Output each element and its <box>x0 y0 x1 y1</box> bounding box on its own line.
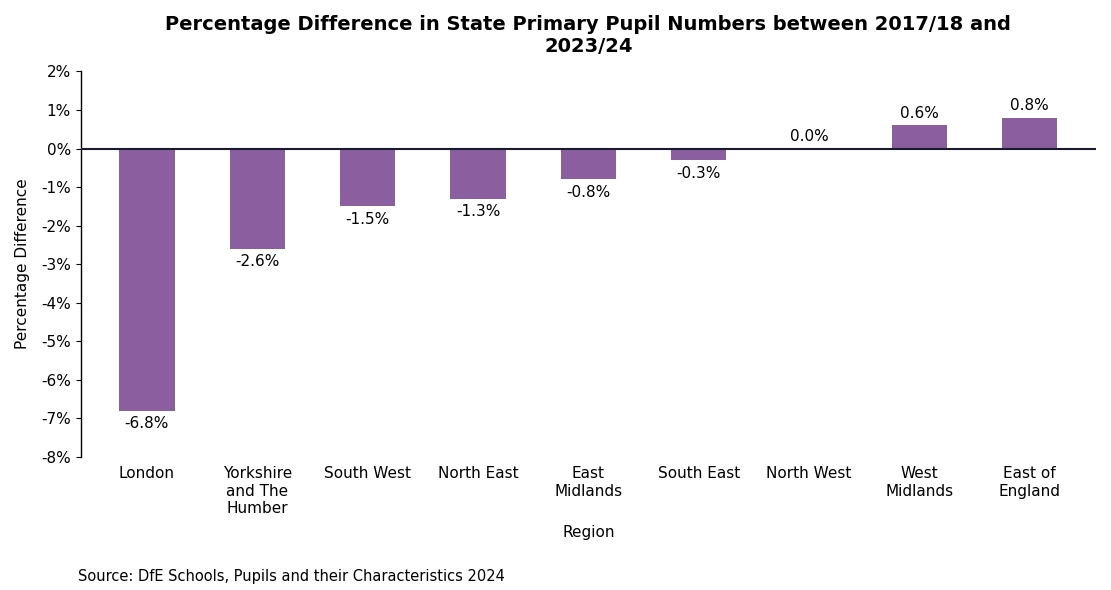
Y-axis label: Percentage Difference: Percentage Difference <box>16 179 30 349</box>
Bar <box>561 149 615 179</box>
Text: -0.8%: -0.8% <box>567 185 610 200</box>
Text: 0.6%: 0.6% <box>900 106 939 121</box>
Bar <box>671 149 727 160</box>
Text: -6.8%: -6.8% <box>124 417 169 431</box>
Text: -2.6%: -2.6% <box>236 254 280 270</box>
Bar <box>230 149 284 248</box>
Text: -1.5%: -1.5% <box>346 212 390 227</box>
Bar <box>1002 117 1058 149</box>
Text: 0.8%: 0.8% <box>1010 98 1049 113</box>
Text: Source: DfE Schools, Pupils and their Characteristics 2024: Source: DfE Schools, Pupils and their Ch… <box>78 569 504 584</box>
X-axis label: Region: Region <box>562 525 614 540</box>
Bar <box>340 149 396 206</box>
Title: Percentage Difference in State Primary Pupil Numbers between 2017/18 and
2023/24: Percentage Difference in State Primary P… <box>166 15 1011 56</box>
Text: -1.3%: -1.3% <box>456 204 500 219</box>
Bar <box>892 126 947 149</box>
Bar <box>450 149 506 199</box>
Bar <box>119 149 174 411</box>
Text: 0.0%: 0.0% <box>790 129 829 144</box>
Text: -0.3%: -0.3% <box>677 166 721 181</box>
